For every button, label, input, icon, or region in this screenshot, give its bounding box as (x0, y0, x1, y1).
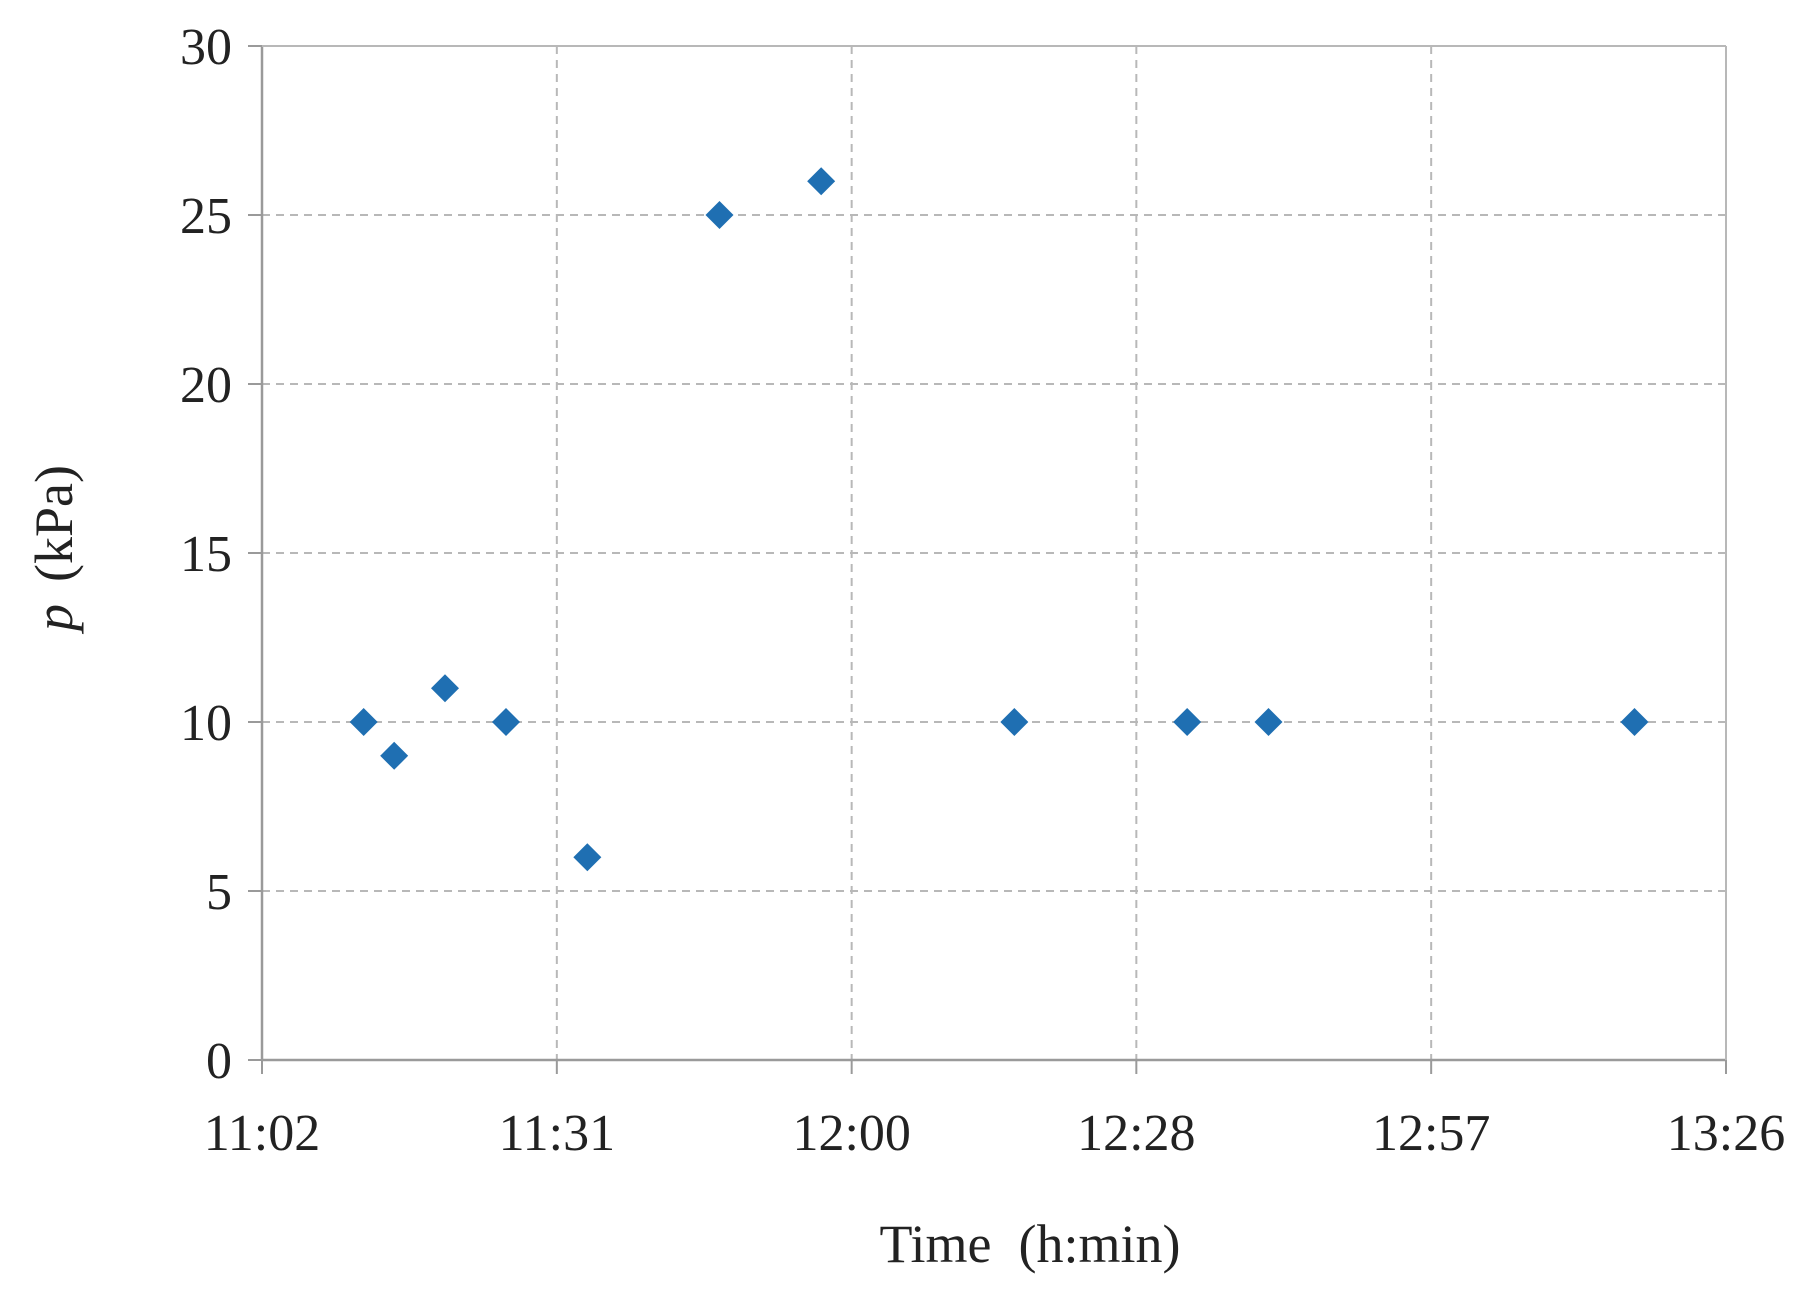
tick-labels: 0 5 10 15 20 25 30 11:02 11:31 12:00 12:28 12:57 13:… (180, 19, 1785, 1162)
y-tick-label: 0 (206, 1033, 232, 1090)
data-point-diamond (705, 201, 734, 229)
x-axis-title: Time (h:min) (879, 1214, 1180, 1274)
x-tick-label: 12:00 (792, 1105, 910, 1162)
x-tick-label: 12:57 (1372, 1105, 1490, 1162)
axes (248, 45, 1727, 1074)
y-axis-unit: (kPa) (24, 465, 84, 582)
data-points (349, 167, 1649, 872)
svg-text:p(kPa): p (kPa) (24, 465, 84, 635)
y-tick-label: 5 (206, 864, 232, 921)
data-point-diamond (431, 674, 459, 703)
data-point-diamond (492, 708, 520, 736)
data-point-diamond (380, 741, 409, 770)
y-tick-label: 25 (180, 188, 232, 245)
data-point-diamond (1620, 708, 1649, 736)
x-tick-label: 11:31 (499, 1105, 616, 1162)
y-tick-label: 20 (180, 357, 232, 414)
x-tick-label: 13:26 (1667, 1105, 1785, 1162)
data-point-diamond (807, 167, 836, 196)
y-tick-label: 10 (180, 695, 232, 752)
y-axis-title: p (kPa) (24, 465, 84, 635)
x-tick-label: 11:02 (204, 1105, 321, 1162)
data-point-diamond (573, 843, 602, 872)
y-axis-symbol: p (24, 604, 84, 635)
data-point-diamond (349, 708, 378, 736)
x-tick-label: 12:28 (1077, 1105, 1195, 1162)
data-point-diamond (1254, 708, 1283, 736)
y-tick-label: 30 (180, 19, 232, 76)
data-point-diamond (1173, 708, 1202, 736)
y-tick-label: 15 (180, 526, 232, 583)
data-point-diamond (1000, 708, 1029, 736)
